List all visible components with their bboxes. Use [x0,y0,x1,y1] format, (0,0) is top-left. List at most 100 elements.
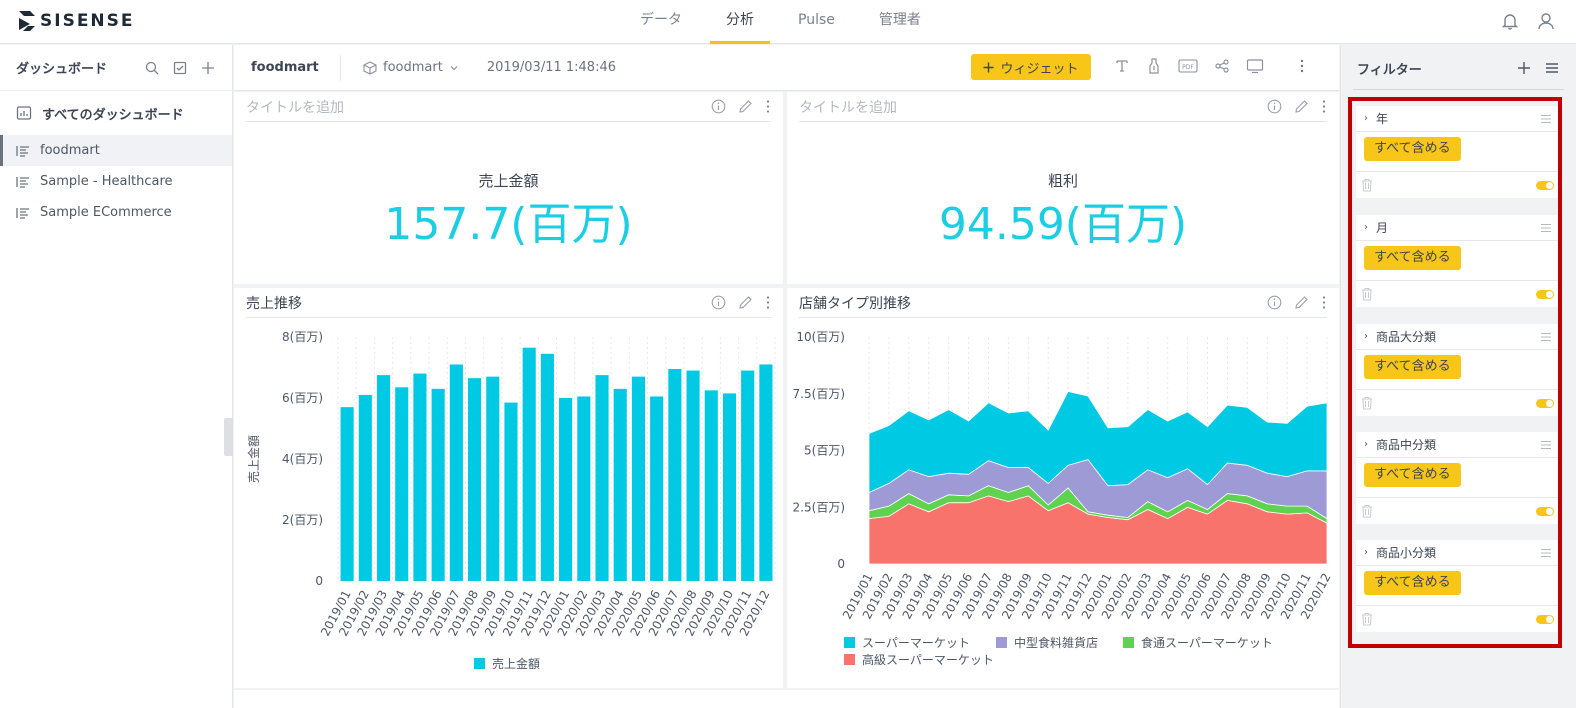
filter-card[interactable]: › 商品中分類 すべて含める [1356,432,1558,524]
info-icon[interactable] [1267,295,1282,310]
filter-card-header[interactable]: › 商品大分類 [1356,324,1558,350]
search-icon[interactable] [144,60,160,76]
trash-icon[interactable] [1360,178,1374,192]
include-all-badge[interactable]: すべて含める [1364,571,1461,595]
datasource-selector[interactable]: foodmart [363,60,459,75]
legend-label[interactable]: 売上金額 [492,656,540,671]
kpi-widget-gross-profit[interactable]: タイトルを追加 粗利 94.59(百万) [787,92,1339,284]
drag-handle-icon[interactable] [1540,440,1552,450]
bar[interactable] [650,396,664,581]
trash-icon[interactable] [1360,612,1374,626]
bar[interactable] [431,388,445,581]
nav-pulse[interactable]: Pulse [798,12,835,28]
filter-card-header[interactable]: › 年 [1356,106,1558,132]
all-dashboards-link[interactable]: すべてのダッシュボード [0,91,232,135]
filter-toggle[interactable] [1536,290,1554,299]
bar[interactable] [577,396,591,581]
edit-icon[interactable] [738,295,753,310]
filter-edit-icon[interactable] [1146,58,1162,74]
drag-handle-icon[interactable] [1540,114,1552,124]
chevron-right-icon[interactable]: › [1364,439,1368,450]
add-widget-button[interactable]: ウィジェット [971,54,1091,80]
filter-card[interactable]: › 商品大分類すべて含める [1356,324,1558,416]
include-all-badge[interactable]: すべて含める [1364,137,1461,161]
legend-label[interactable]: 食通スーパーマーケット [1141,635,1273,650]
filter-card-header[interactable]: › 商品小分類 [1356,540,1558,566]
bar[interactable] [376,375,391,581]
filter-card-header[interactable]: › 月 [1356,215,1558,241]
bar[interactable] [704,390,718,581]
filter-card[interactable]: › 月すべて含める [1356,215,1558,307]
legend-label[interactable]: スーパーマーケット [862,636,970,650]
sales-trend-widget[interactable]: 売上推移 0 2(百万) 4(百万) 6(百万) 8(百万) 売上金額 2019/01 201… [234,288,783,688]
info-icon[interactable] [711,99,726,114]
sidebar-collapse-handle[interactable] [224,418,233,456]
bar[interactable] [358,394,372,581]
pdf-icon[interactable]: PDF [1178,58,1198,74]
edit-icon[interactable] [1294,99,1309,114]
widget-title[interactable]: 店舗タイプ別推移 [799,295,911,312]
nav-admin[interactable]: 管理者 [878,12,921,28]
bar[interactable] [486,376,500,581]
widget-title[interactable]: タイトルを追加 [246,99,344,116]
drag-handle-icon[interactable] [1540,548,1552,558]
trash-icon[interactable] [1360,504,1374,518]
edit-icon[interactable] [1294,295,1309,310]
widget-title[interactable]: 売上推移 [246,295,302,312]
sidebar-item-healthcare[interactable]: Sample - Healthcare [0,166,232,197]
sidebar-item-foodmart[interactable]: foodmart [0,135,232,166]
more-icon[interactable] [765,295,771,310]
drag-handle-icon[interactable] [1540,223,1552,233]
chevron-right-icon[interactable]: › [1364,331,1368,342]
info-icon[interactable] [711,295,726,310]
bar[interactable] [759,364,773,581]
chevron-right-icon[interactable]: › [1364,222,1368,233]
more-icon[interactable] [765,99,771,114]
store-type-trend-widget[interactable]: 店舗タイプ別推移 0 2.5(百万) 5(百万) 7.5(百万) 10(百万) 2019/… [787,288,1339,688]
bar[interactable] [595,375,609,581]
menu-icon[interactable] [1544,60,1560,76]
more-icon[interactable] [1321,99,1327,114]
include-all-badge[interactable]: すべて含める [1364,246,1461,270]
legend-label[interactable]: 高級スーパーマーケット [862,652,994,667]
add-filter-icon[interactable] [1516,60,1532,76]
kpi-widget-sales[interactable]: タイトルを追加 売上金額 157.7(百万) [234,92,783,284]
bar[interactable] [522,347,536,581]
more-icon[interactable] [1321,295,1327,310]
bar[interactable] [722,393,737,581]
sisense-logo[interactable]: SISENSE [18,10,135,32]
area-series[interactable] [868,391,1328,494]
drag-handle-icon[interactable] [1540,332,1552,342]
bar[interactable] [741,370,755,581]
bar[interactable] [559,398,573,581]
filter-toggle[interactable] [1536,181,1554,190]
add-dashboard-icon[interactable] [200,60,216,76]
bar[interactable] [668,369,682,581]
filter-card[interactable]: › 商品小分類すべて含める [1356,540,1558,632]
sidebar-item-ecommerce[interactable]: Sample ECommerce [0,197,232,228]
bell-icon[interactable] [1500,11,1520,31]
legend-label[interactable]: 中型食料雑貨店 [1014,635,1098,650]
include-all-badge[interactable]: すべて含める [1364,355,1461,379]
bar[interactable] [613,388,627,581]
bar[interactable] [340,407,354,581]
bar[interactable] [468,378,482,581]
trash-icon[interactable] [1360,287,1374,301]
bar[interactable] [686,370,700,581]
filter-toggle[interactable] [1536,615,1554,624]
bar[interactable] [395,387,409,581]
text-icon[interactable] [1114,58,1130,74]
more-icon[interactable] [1294,58,1310,74]
bar[interactable] [540,353,554,581]
trash-icon[interactable] [1360,396,1374,410]
chevron-right-icon[interactable]: › [1364,547,1368,558]
nav-data[interactable]: データ [640,12,682,28]
checklist-icon[interactable] [172,60,188,76]
filter-toggle[interactable] [1536,507,1554,516]
bar[interactable] [413,373,427,581]
nav-analytics[interactable]: 分析 [706,0,774,44]
info-icon[interactable] [1267,99,1282,114]
edit-icon[interactable] [738,99,753,114]
filter-card[interactable]: › 年すべて含める [1356,106,1558,198]
include-all-badge[interactable]: すべて含める [1364,463,1461,487]
